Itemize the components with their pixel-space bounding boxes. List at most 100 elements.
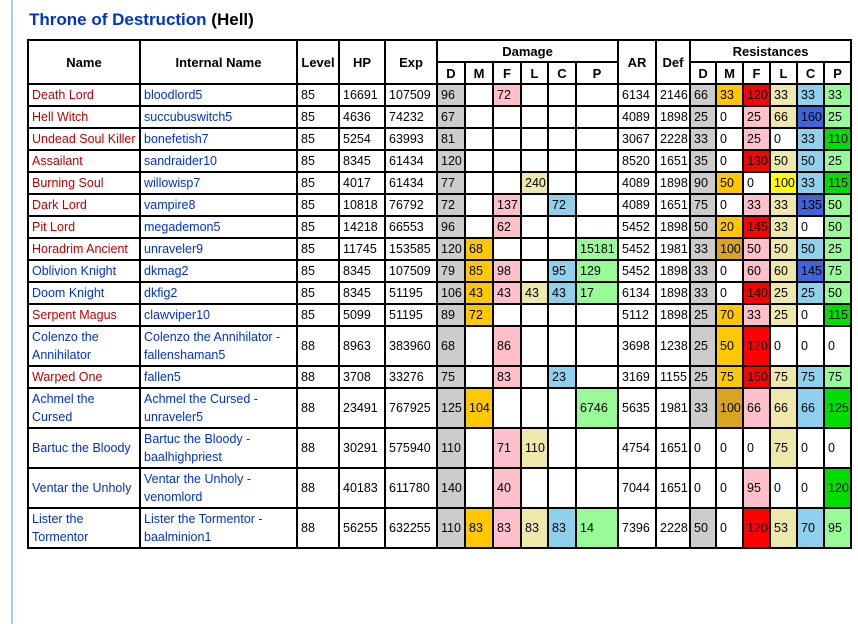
damage-cell-d: 75 xyxy=(436,365,466,389)
monster-name-link[interactable]: Dark Lord xyxy=(32,198,87,212)
table-row: Undead Soul Killer bonefetish7 85 5254 63993… xyxy=(27,127,853,151)
level-cell: 88 xyxy=(296,507,340,549)
internal-name-cell: bloodlord5 xyxy=(139,83,298,107)
header-res-p: P xyxy=(823,61,853,85)
res-cell-c: 0 xyxy=(796,303,826,327)
damage-cell-l: 83 xyxy=(520,507,549,549)
res-cell-m: 20 xyxy=(715,215,745,239)
monster-name-link[interactable]: Serpent Magus xyxy=(32,308,117,322)
internal-name-link[interactable]: megademon5 xyxy=(144,220,221,234)
internal-name-link[interactable]: bloodlord5 xyxy=(144,88,203,102)
res-cell-f: 120 xyxy=(742,507,772,549)
internal-name-cell: clawviper10 xyxy=(139,303,298,327)
res-cell-f: 150 xyxy=(742,365,772,389)
header-res-l: L xyxy=(769,61,799,85)
internal-name-link[interactable]: dkmag2 xyxy=(144,264,189,278)
monster-name-link[interactable]: Warped One xyxy=(32,370,103,384)
damage-cell-p: 129 xyxy=(574,259,620,283)
exp-cell: 107509 xyxy=(384,259,438,283)
monster-name-link[interactable]: Achmel the Cursed xyxy=(32,392,95,424)
res-cell-f: 0 xyxy=(742,427,772,469)
internal-name-link[interactable]: Lister the Tormentor - baalminion1 xyxy=(144,512,263,544)
damage-cell-l: 240 xyxy=(520,171,549,195)
damage-cell-m xyxy=(464,215,494,239)
def-cell: 2146 xyxy=(655,83,692,107)
monster-name-link[interactable]: Death Lord xyxy=(32,88,94,102)
damage-cell-p xyxy=(574,365,620,389)
def-cell: 1651 xyxy=(655,427,692,469)
monster-name-link[interactable]: Bartuc the Bloody xyxy=(32,441,131,455)
internal-name-link[interactable]: Ventar the Unholy - venomlord xyxy=(144,472,252,504)
def-cell: 1898 xyxy=(655,281,692,305)
res-cell-c: 33 xyxy=(796,83,826,107)
internal-name-link[interactable]: willowisp7 xyxy=(144,176,201,190)
damage-cell-c xyxy=(547,215,577,239)
internal-name-link[interactable]: Achmel the Cursed - unraveler5 xyxy=(144,392,258,424)
damage-cell-m: 72 xyxy=(464,303,494,327)
internal-name-link[interactable]: vampire8 xyxy=(144,198,196,212)
monster-name-link[interactable]: Pit Lord xyxy=(32,220,76,234)
def-cell: 1898 xyxy=(655,303,692,327)
damage-cell-f: 72 xyxy=(492,83,522,107)
res-cell-p: 120 xyxy=(823,467,853,509)
res-cell-l: 50 xyxy=(769,237,799,261)
page-title-link[interactable]: Throne of Destruction xyxy=(29,10,207,29)
monster-name-link[interactable]: Lister the Tormentor xyxy=(32,512,89,544)
res-cell-m: 0 xyxy=(715,259,745,283)
monster-name-cell: Dark Lord xyxy=(27,193,141,217)
internal-name-link[interactable]: fallen5 xyxy=(144,370,181,384)
damage-cell-d: 110 xyxy=(436,507,466,549)
monster-name-link[interactable]: Burning Soul xyxy=(32,176,104,190)
level-cell: 85 xyxy=(296,127,340,151)
table-row: Pit Lord megademon5 85 14218 66553 96 62 5452 18… xyxy=(27,215,853,239)
header-damage-c: C xyxy=(547,61,577,85)
monster-name-link[interactable]: Hell Witch xyxy=(32,110,89,124)
res-cell-f: 95 xyxy=(742,467,772,509)
damage-cell-p xyxy=(574,193,620,217)
header-def: Def xyxy=(655,39,692,85)
def-cell: 1651 xyxy=(655,149,692,173)
monster-name-link[interactable]: Assailant xyxy=(32,154,83,168)
table-row: Lister the Tormentor Lister the Tormentor… xyxy=(27,507,853,549)
internal-name-link[interactable]: succubuswitch5 xyxy=(144,110,233,124)
monster-name-link[interactable]: Undead Soul Killer xyxy=(32,132,136,146)
ar-cell: 3067 xyxy=(617,127,658,151)
res-cell-d: 25 xyxy=(689,365,718,389)
internal-name-link[interactable]: bonefetish7 xyxy=(144,132,209,146)
res-cell-m: 100 xyxy=(715,387,745,429)
exp-cell: 63993 xyxy=(384,127,438,151)
monster-name-link[interactable]: Oblivion Knight xyxy=(32,264,117,278)
res-cell-m: 0 xyxy=(715,127,745,151)
internal-name-link[interactable]: dkfig2 xyxy=(144,286,178,300)
internal-name-link[interactable]: clawviper10 xyxy=(144,308,211,322)
monster-name-cell: Achmel the Cursed xyxy=(27,387,141,429)
internal-name-link[interactable]: sandraider10 xyxy=(144,154,217,168)
internal-name-link[interactable]: Colenzo the Annihilator - fallenshaman5 xyxy=(144,330,281,362)
monster-name-link[interactable]: Colenzo the Annihilator xyxy=(32,330,99,362)
res-cell-d: 25 xyxy=(689,325,718,367)
res-cell-l: 0 xyxy=(769,127,799,151)
damage-cell-d: 72 xyxy=(436,193,466,217)
monster-name-link[interactable]: Doom Knight xyxy=(32,286,105,300)
ar-cell: 3169 xyxy=(617,365,658,389)
exp-cell: 33276 xyxy=(384,365,438,389)
hp-cell: 4017 xyxy=(338,171,386,195)
exp-cell: 575940 xyxy=(384,427,438,469)
internal-name-link[interactable]: unraveler9 xyxy=(144,242,204,256)
monster-name-link[interactable]: Horadrim Ancient xyxy=(32,242,128,256)
monster-name-link[interactable]: Ventar the Unholy xyxy=(32,481,132,495)
header-exp: Exp xyxy=(384,39,438,85)
hp-cell: 56255 xyxy=(338,507,386,549)
monster-name-cell: Burning Soul xyxy=(27,171,141,195)
res-cell-d: 75 xyxy=(689,193,718,217)
res-cell-f: 33 xyxy=(742,193,772,217)
damage-cell-l xyxy=(520,303,549,327)
exp-cell: 51195 xyxy=(384,303,438,327)
res-cell-c: 0 xyxy=(796,215,826,239)
damage-cell-f xyxy=(492,149,522,173)
monster-name-cell: Assailant xyxy=(27,149,141,173)
res-cell-p: 25 xyxy=(823,149,853,173)
damage-cell-d: 96 xyxy=(436,215,466,239)
internal-name-link[interactable]: Bartuc the Bloody - baalhighpriest xyxy=(144,432,251,464)
res-cell-m: 0 xyxy=(715,193,745,217)
